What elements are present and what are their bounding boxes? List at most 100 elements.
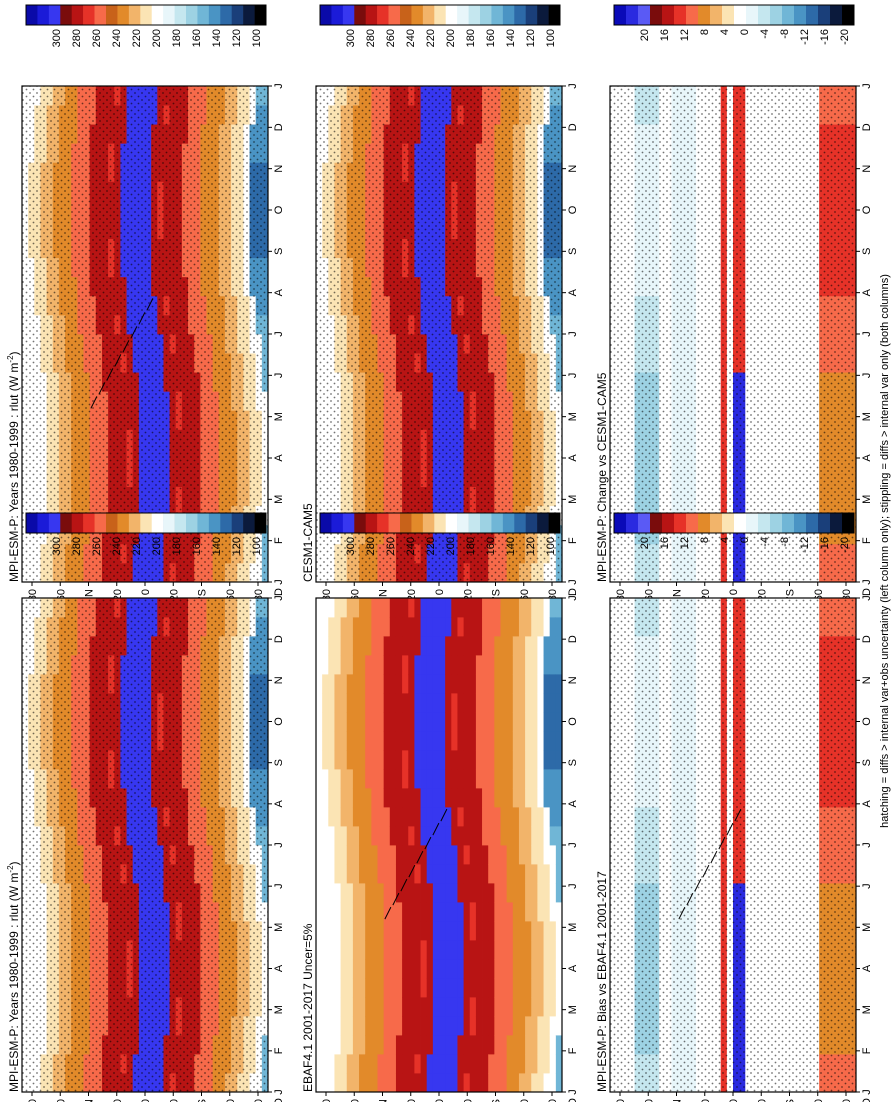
- field-cell: [421, 674, 428, 693]
- field-cell: [445, 674, 452, 693]
- colorbar-swatch: [423, 5, 435, 25]
- field-cell: [507, 864, 514, 883]
- field-cell: [457, 769, 464, 788]
- field-cell: [414, 731, 421, 750]
- field-cell: [371, 864, 378, 883]
- field-cell: [365, 807, 372, 826]
- field-cell: [470, 959, 477, 978]
- field-cell: [488, 1035, 495, 1054]
- field-cell: [402, 712, 409, 731]
- field-cell: [322, 655, 329, 674]
- field-cell: [316, 598, 323, 617]
- field-cell: [519, 655, 526, 674]
- field-cell: [384, 693, 391, 712]
- field-cell: [384, 959, 391, 978]
- field-cell: [421, 1054, 428, 1073]
- field-cell: [365, 997, 372, 1016]
- field-cell: [476, 807, 483, 826]
- field-cell: [519, 674, 526, 693]
- field-cell: [359, 693, 366, 712]
- field-cell: [390, 712, 397, 731]
- field-cell: [408, 807, 415, 826]
- field-cell: [414, 750, 421, 769]
- field-cell: [513, 845, 520, 864]
- panel-title-end: ): [7, 351, 21, 355]
- field-cell: [334, 807, 341, 826]
- field-cell: [316, 902, 323, 921]
- field-cell: [353, 807, 360, 826]
- field-cell: [476, 1016, 483, 1035]
- field-cell: [414, 940, 421, 959]
- field-cell: [513, 959, 520, 978]
- field-cell: [439, 978, 446, 997]
- lat-tick-label: 0: [434, 589, 446, 595]
- field-cell: [414, 997, 421, 1016]
- field-cell: [531, 598, 538, 617]
- field-cell: [457, 712, 464, 731]
- field-cell: [408, 712, 415, 731]
- field-cell: [544, 921, 551, 940]
- field-cell: [488, 807, 495, 826]
- field-cell: [507, 636, 514, 655]
- field-cell: [451, 1054, 458, 1073]
- field-cell: [451, 883, 458, 902]
- field-cell: [371, 788, 378, 807]
- field-cell: [488, 902, 495, 921]
- colorbar-swatch: [503, 513, 515, 533]
- field-cell: [537, 978, 544, 997]
- field-cell: [396, 826, 403, 845]
- field-cell: [384, 636, 391, 655]
- field-cell: [476, 769, 483, 788]
- field-cell: [519, 883, 526, 902]
- field-cell: [519, 902, 526, 921]
- field-cell: [408, 883, 415, 902]
- field-cell: [359, 921, 366, 940]
- field-cell: [347, 959, 354, 978]
- field-cell: [445, 826, 452, 845]
- field-cell: [525, 845, 532, 864]
- field-cell: [384, 750, 391, 769]
- field-cell: [353, 845, 360, 864]
- field-cell: [396, 788, 403, 807]
- field-cell: [494, 902, 501, 921]
- field-cell: [359, 807, 366, 826]
- field-cell: [365, 712, 372, 731]
- field-cell: [408, 693, 415, 712]
- field-cell: [537, 1016, 544, 1035]
- field-cell: [371, 1035, 378, 1054]
- field-cell: [519, 1016, 526, 1035]
- colorbar-label: 300: [345, 29, 357, 47]
- field-cell: [451, 845, 458, 864]
- field-cell: [359, 636, 366, 655]
- field-cell: [390, 750, 397, 769]
- colorbar-swatch: [320, 513, 332, 533]
- field-cell: [476, 845, 483, 864]
- colorbar-swatch: [400, 5, 412, 25]
- field-cell: [408, 655, 415, 674]
- panel-title: MPI-ESM-P: Years 1980-1999 : rlut (W m-2…: [6, 351, 21, 582]
- stippling-overlay: [22, 86, 268, 582]
- field-cell: [378, 674, 385, 693]
- field-cell: [390, 807, 397, 826]
- field-cell: [482, 959, 489, 978]
- field-cell: [365, 750, 372, 769]
- field-cell: [445, 921, 452, 940]
- colorbar-label: 200: [445, 29, 457, 47]
- colorbar-swatch: [95, 513, 107, 533]
- field-cell: [341, 978, 348, 997]
- field-cell: [439, 617, 446, 636]
- field-cell: [384, 940, 391, 959]
- field-cell: [378, 712, 385, 731]
- field-cell: [519, 959, 526, 978]
- field-cell: [476, 902, 483, 921]
- field-cell: [402, 902, 409, 921]
- field-cell: [341, 617, 348, 636]
- field-cell: [316, 636, 323, 655]
- field-cell: [421, 826, 428, 845]
- month-tick-label: J: [273, 1089, 285, 1095]
- field-cell: [525, 807, 532, 826]
- field-cell: [365, 769, 372, 788]
- field-cell: [519, 864, 526, 883]
- field-cell: [322, 959, 329, 978]
